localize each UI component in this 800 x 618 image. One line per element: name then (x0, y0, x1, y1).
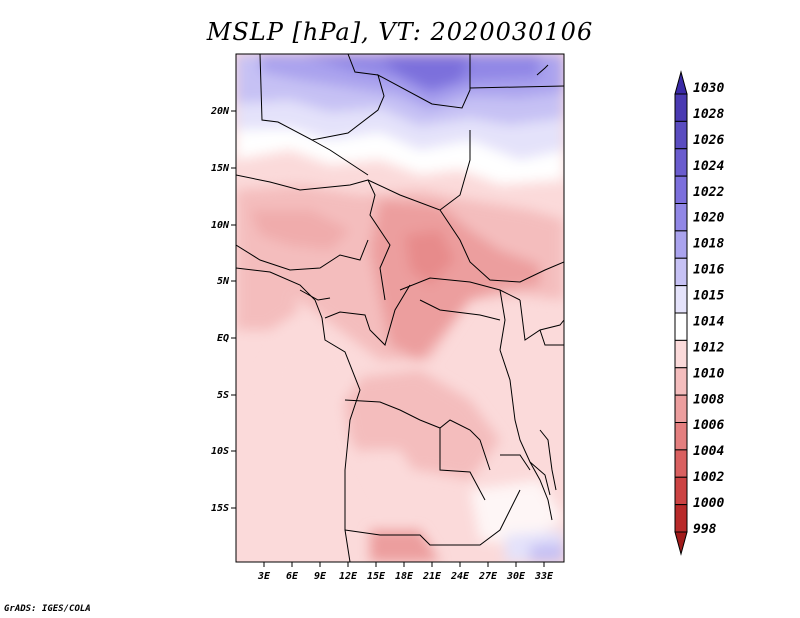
lat-label-5n: 5N (217, 276, 230, 287)
colorbar-segment (674, 285, 688, 314)
lon-label-18e: 18E (395, 571, 414, 582)
colorbar-segment (674, 476, 688, 506)
colorbar-segment (674, 257, 688, 287)
colorbar-segment (674, 449, 688, 478)
colorbar-bottom-arrow (674, 531, 688, 556)
lon-label-24e: 24E (450, 571, 470, 582)
colorbar-segment (674, 312, 688, 341)
colorbar-label: 1000 (693, 496, 724, 511)
lon-label-27e: 27E (478, 571, 498, 582)
latitude-axis (231, 110, 236, 509)
colorbar-segment (674, 148, 688, 177)
colorbar-label: 1002 (693, 470, 724, 485)
footer-credit: GrADS: IGES/COLA (4, 604, 91, 614)
plot-title: MSLP [hPa], VT: 2020030106 (206, 18, 594, 46)
colorbar-segment (674, 93, 688, 122)
colorbar-top-arrow (674, 70, 688, 95)
lon-label-9e: 9E (314, 571, 327, 582)
lat-label-eq: EQ (217, 333, 229, 344)
colorbar-label: 1012 (693, 340, 724, 355)
colorbar-label: 1020 (693, 211, 724, 226)
colorbar-segment (674, 422, 688, 451)
lat-label-15s: 15S (211, 503, 229, 514)
colorbar-label: 1008 (693, 392, 724, 407)
lat-label-10n: 10N (211, 220, 230, 231)
colorbar-label: 1006 (693, 418, 724, 433)
map-frame (235, 53, 565, 563)
lon-label-21e: 21E (422, 571, 442, 582)
lon-label-30e: 30E (506, 571, 526, 582)
colorbar-segment (674, 367, 688, 396)
colorbar-segment (674, 203, 688, 232)
colorbar-label: 1018 (693, 237, 724, 252)
colorbar: 1030 1028 1026 1024 1022 1020 1018 1016 1015 1014… (674, 70, 724, 556)
longitude-axis (263, 562, 545, 567)
lat-label-20n: 20N (210, 106, 230, 117)
colorbar-segment (674, 175, 688, 204)
colorbar-segment (674, 394, 688, 423)
colorbar-label: 1030 (693, 81, 724, 96)
colorbar-segment (674, 339, 688, 369)
colorbar-segment (674, 120, 688, 150)
colorbar-label: 998 (693, 522, 717, 537)
colorbar-label: 1016 (693, 263, 724, 278)
pressure-field (236, 54, 564, 562)
lat-label-10s: 10S (211, 446, 229, 457)
colorbar-label: 1022 (693, 185, 724, 200)
colorbar-label: 1014 (693, 314, 724, 329)
colorbar-label: 1024 (693, 159, 724, 174)
lon-label-15e: 15E (367, 571, 386, 582)
colorbar-label: 1010 (693, 366, 724, 381)
colorbar-label: 1028 (693, 107, 724, 122)
lon-label-3e: 3E (257, 571, 271, 582)
lon-label-33e: 33E (534, 571, 554, 582)
lon-label-12e: 12E (339, 571, 358, 582)
country-borders (236, 54, 564, 562)
colorbar-segment (674, 504, 688, 533)
colorbar-label: 1026 (693, 133, 724, 148)
colorbar-label: 1015 (693, 289, 724, 304)
lon-label-6e: 6E (286, 571, 299, 582)
lat-label-5s: 5S (217, 390, 229, 401)
colorbar-label: 1004 (693, 444, 724, 459)
colorbar-segment (674, 230, 688, 259)
lat-label-15n: 15N (211, 163, 230, 174)
